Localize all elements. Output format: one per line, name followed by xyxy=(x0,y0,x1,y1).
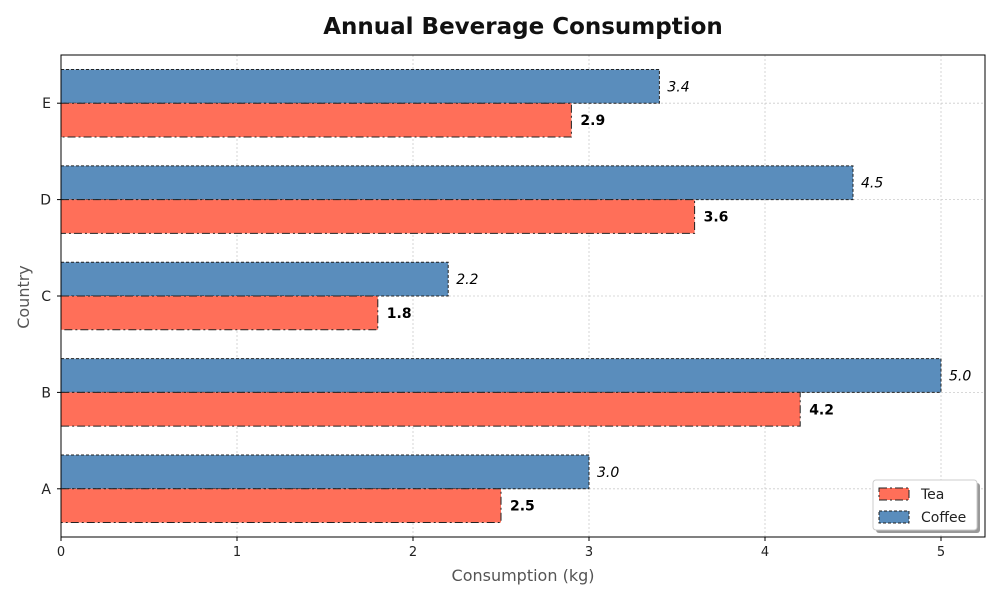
y-axis-ticks: A B C D E xyxy=(40,96,61,498)
x-tick-label-5: 5 xyxy=(937,545,945,560)
bar-tea-D xyxy=(60,199,696,234)
data-label-tea-B: 4.2 xyxy=(809,402,834,418)
bar-coffee-D xyxy=(60,165,854,201)
bars xyxy=(60,68,942,524)
legend-label-tea: Tea xyxy=(920,487,944,503)
x-tick-label-1: 1 xyxy=(233,545,241,560)
data-label-tea-D: 3.6 xyxy=(704,209,729,225)
x-tick-label-3: 3 xyxy=(585,545,593,560)
x-tick-label-4: 4 xyxy=(761,545,769,560)
x-tick-label-0: 0 xyxy=(57,545,65,560)
legend-label-coffee: Coffee xyxy=(921,510,966,526)
data-label-coffee-C: 2.2 xyxy=(456,272,478,288)
y-tick-label-A: A xyxy=(41,482,51,498)
bar-tea-B xyxy=(60,391,801,427)
data-label-coffee-E: 3.4 xyxy=(667,79,689,95)
bar-tea-E xyxy=(60,102,572,138)
bar-coffee-E xyxy=(60,68,660,104)
data-label-coffee-A: 3.0 xyxy=(597,465,619,481)
chart-title: Annual Beverage Consumption xyxy=(323,14,723,40)
x-axis-ticks: 0 1 2 3 4 5 xyxy=(57,537,945,560)
bar-tea-C xyxy=(60,295,379,331)
data-label-tea-A: 2.5 xyxy=(510,499,535,515)
bar-coffee-B xyxy=(60,358,942,393)
y-axis-label: Country xyxy=(14,265,33,329)
data-label-tea-C: 1.8 xyxy=(387,306,412,322)
legend-swatch-coffee xyxy=(878,510,910,524)
y-tick-label-D: D xyxy=(40,193,51,209)
data-labels: 3.0 2.5 5.0 4.2 2.2 1.8 4.5 3.6 3.4 2.9 xyxy=(387,79,972,514)
data-label-tea-E: 2.9 xyxy=(580,113,605,129)
x-axis-label: Consumption (kg) xyxy=(452,566,595,585)
y-tick-label-E: E xyxy=(42,96,51,112)
data-label-coffee-B: 5.0 xyxy=(949,369,971,385)
bar-tea-A xyxy=(60,488,502,524)
y-tick-label-C: C xyxy=(41,289,51,305)
x-tick-label-2: 2 xyxy=(409,545,417,560)
data-label-coffee-D: 4.5 xyxy=(861,176,883,192)
legend: Tea Coffee xyxy=(872,479,980,533)
y-tick-label-B: B xyxy=(41,385,51,401)
bar-coffee-A xyxy=(60,454,590,490)
bar-coffee-C xyxy=(60,261,449,297)
legend-swatch-tea xyxy=(878,487,910,501)
